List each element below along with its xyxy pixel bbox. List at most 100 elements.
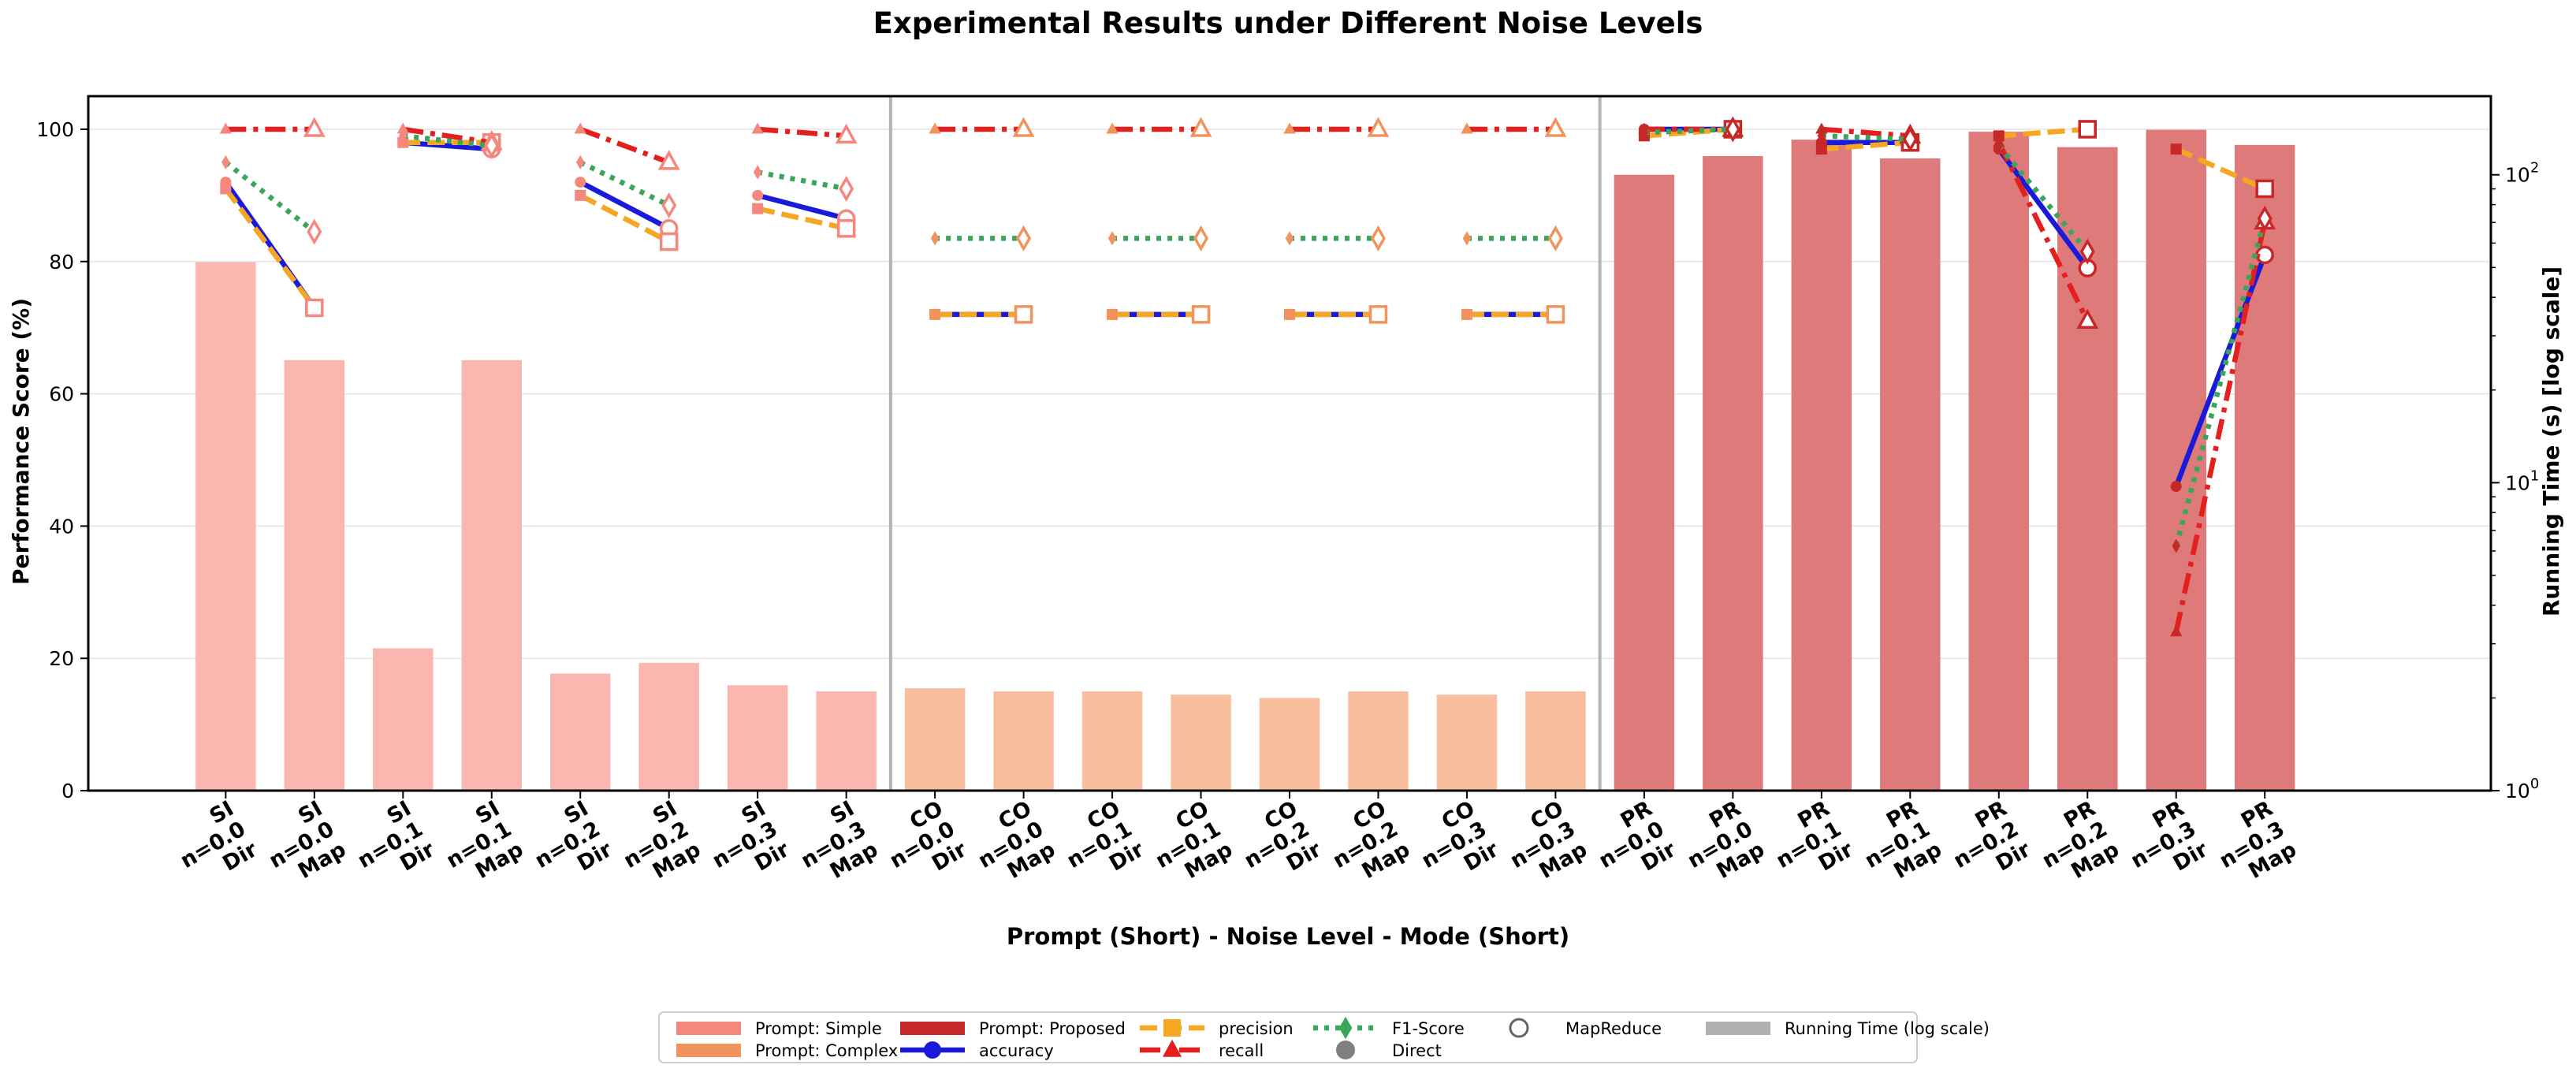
- legend-filled-marker: [1336, 1041, 1355, 1059]
- mapreduce-marker: [1544, 117, 1567, 137]
- direct-marker: [929, 308, 941, 320]
- direct-marker: [1462, 231, 1472, 246]
- running-time-bar: [1525, 691, 1586, 791]
- mapreduce-marker: [2076, 308, 2099, 330]
- mapreduce-marker: [2257, 205, 2273, 232]
- legend-label: Prompt: Proposed: [979, 1019, 1126, 1038]
- bars: [195, 129, 2295, 791]
- mapreduce-marker: [2078, 120, 2098, 139]
- mapreduce-marker: [1367, 117, 1390, 137]
- direct-marker: [575, 189, 586, 201]
- direct-marker: [575, 155, 585, 170]
- direct-marker: [220, 183, 232, 195]
- metric-line-precision: [757, 206, 847, 231]
- running-time-bar: [1348, 691, 1409, 791]
- running-time-bar: [1171, 694, 1231, 791]
- running-time-bar: [373, 648, 434, 791]
- legend-label: MapReduce: [1565, 1019, 1662, 1038]
- group-separators: [888, 96, 1602, 791]
- metric-line-accuracy: [757, 192, 847, 222]
- direct-marker: [2172, 538, 2180, 553]
- metric-line-recall: [402, 126, 493, 145]
- running-time-bar: [1880, 158, 1941, 791]
- metric-lines: [219, 116, 2276, 637]
- running-time-bar: [2234, 144, 2295, 791]
- mapreduce-marker: [1193, 225, 1209, 251]
- direct-marker: [1815, 122, 1828, 134]
- metric-line-precision: [579, 192, 671, 244]
- mapreduce-marker: [1368, 305, 1388, 324]
- direct-marker: [930, 231, 940, 246]
- y2-tick-label: 101: [2505, 467, 2539, 494]
- direct-marker: [753, 165, 762, 180]
- metric-line-f1-score: [2173, 218, 2268, 547]
- mapreduce-marker: [1016, 225, 1032, 251]
- mapreduce-marker: [1546, 305, 1565, 324]
- legend-label: F1-Score: [1392, 1019, 1465, 1038]
- y-tick-label: 20: [49, 647, 74, 670]
- metric-line-precision: [2175, 147, 2266, 192]
- y-tick-label: 60: [49, 383, 74, 406]
- metric-line-f1-score: [757, 169, 847, 192]
- metric-line-recall: [1996, 141, 2090, 322]
- mapreduce-marker: [1902, 126, 1918, 153]
- mapreduce-marker: [835, 123, 858, 144]
- direct-marker: [399, 128, 408, 143]
- direct-marker: [1461, 122, 1473, 134]
- direct-marker: [751, 122, 764, 134]
- legend: Prompt: Simple Prompt: Complex Prompt: Pro…: [658, 1011, 1990, 1063]
- mapreduce-marker: [307, 218, 322, 245]
- legend-label: Running Time (log scale): [1785, 1019, 1990, 1038]
- mapreduce-marker: [836, 219, 856, 238]
- running-time-bar: [1968, 132, 2030, 791]
- mapreduce-marker: [657, 150, 680, 170]
- metric-line-f1-score: [224, 160, 316, 234]
- metric-line-precision: [223, 187, 317, 310]
- mapreduce-marker: [1012, 117, 1035, 137]
- metric-line-recall: [757, 126, 847, 139]
- direct-marker: [1283, 122, 1296, 134]
- direct-marker: [924, 1041, 941, 1059]
- running-time-bar: [638, 662, 699, 791]
- running-time-bar: [1081, 691, 1143, 791]
- direct-marker: [752, 189, 764, 201]
- running-time-bar: [1703, 156, 1763, 791]
- direct-marker: [1640, 125, 1649, 140]
- direct-marker: [219, 122, 233, 134]
- running-time-bar: [549, 673, 611, 791]
- legend-swatch: [1706, 1022, 1770, 1035]
- metric-line-precision: [1644, 126, 1733, 139]
- y-tick-label: 40: [49, 515, 74, 538]
- running-time-bar: [1436, 694, 1498, 791]
- running-time-bar: [816, 691, 877, 791]
- chart-title: Experimental Results under Different Noi…: [873, 6, 1703, 40]
- running-time-bar: [993, 691, 1054, 791]
- legend-label: Direct: [1392, 1041, 1442, 1060]
- legend-swatch: [676, 1022, 741, 1035]
- y-axis-label: Performance Score (%): [8, 298, 34, 585]
- running-time-bar: [904, 688, 966, 791]
- metric-line-f1-score: [1644, 126, 1733, 136]
- direct-marker: [752, 203, 764, 214]
- metric-line-recall: [2173, 221, 2268, 633]
- y2-axis-label: Running Time (s) [log scale]: [2538, 266, 2564, 616]
- direct-marker: [1163, 1019, 1181, 1037]
- direct-marker: [1461, 308, 1472, 320]
- metric-line-f1-score: [402, 133, 493, 149]
- mapreduce-marker: [1014, 305, 1033, 324]
- mapreduce-marker: [839, 175, 854, 202]
- mapreduce-marker: [2079, 238, 2095, 265]
- y2-tick-label: 102: [2505, 160, 2539, 187]
- legend-label: Prompt: Simple: [755, 1019, 882, 1038]
- legend-label: Prompt: Complex: [755, 1041, 898, 1060]
- y-tick-label: 80: [49, 251, 74, 274]
- running-time-bar: [461, 359, 522, 791]
- legend-swatch: [676, 1044, 741, 1057]
- direct-marker: [396, 122, 409, 134]
- direct-marker: [221, 155, 230, 170]
- mapreduce-marker: [1370, 225, 1386, 251]
- direct-marker: [1284, 308, 1295, 320]
- metric-line-accuracy: [579, 180, 671, 231]
